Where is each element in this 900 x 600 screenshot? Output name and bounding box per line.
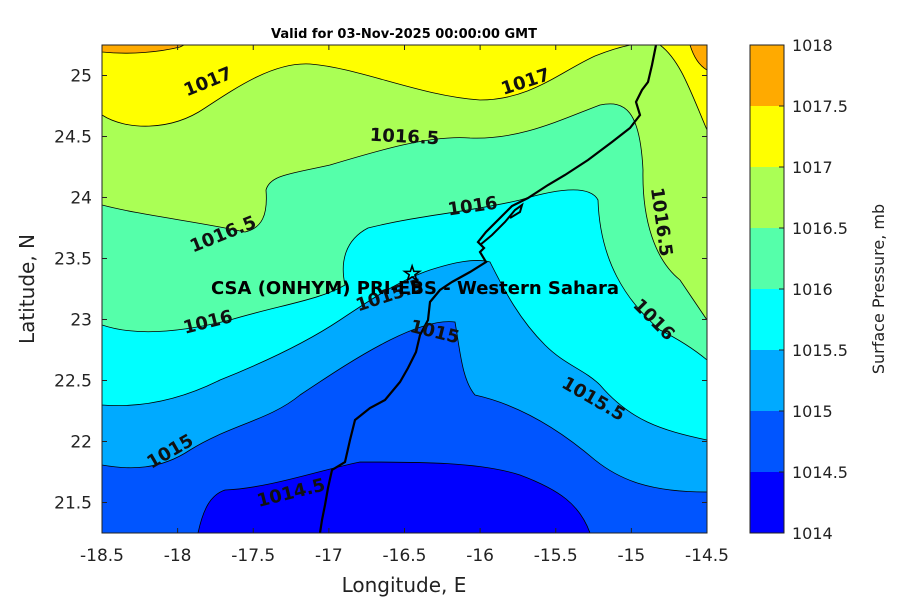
colorbar-tick-label: 1018 xyxy=(792,36,833,55)
map-title: Valid for 03-Nov-2025 00:00:00 GMT xyxy=(271,27,537,42)
y-tick-label: 22.5 xyxy=(54,372,92,392)
x-tick-label: -16 xyxy=(466,546,494,566)
band-1014 xyxy=(197,461,591,533)
colorbar-band xyxy=(750,472,784,533)
x-tick-label: -15 xyxy=(617,546,645,566)
x-axis: -18.5 -18 -17.5 -17 -16.5 -16 -15.5 -15 -14.5 xyxy=(80,45,729,566)
colorbar-tick-label: 1015.5 xyxy=(792,341,848,360)
star-icon: ☆ xyxy=(402,262,422,287)
colorbar-band xyxy=(750,350,784,411)
colorbar-tick-label: 1015 xyxy=(792,402,833,421)
y-axis: 21.5 22 22.5 23 23.5 24 24.5 25 xyxy=(54,67,707,514)
contour-label: 1016.5 xyxy=(369,125,439,150)
y-tick-label: 23.5 xyxy=(54,250,92,270)
y-tick-label: 24.5 xyxy=(54,128,92,148)
colorbar-tick-label: 1014.5 xyxy=(792,463,848,482)
pressure-field xyxy=(102,45,707,533)
y-axis-label: Latitude, N xyxy=(15,234,39,344)
x-tick-label: -14.5 xyxy=(685,546,729,566)
y-tick-label: 23 xyxy=(70,311,92,331)
y-tick-label: 24 xyxy=(70,189,92,209)
band-1014-5 xyxy=(102,321,707,533)
x-tick-label: -18 xyxy=(164,546,192,566)
colorbar-tick-label: 1017.5 xyxy=(792,97,848,116)
band-1017-5 xyxy=(102,45,185,54)
x-axis-label: Longitude, E xyxy=(342,573,467,597)
x-tick-label: -15.5 xyxy=(534,546,578,566)
y-tick-label: 25 xyxy=(70,67,92,87)
station-label: CSA (ONHYM) PRI-EBS - Western Sahara xyxy=(211,278,619,299)
colorbar: 1014 1014.5 1015 1015.5 1016 1016.5 1017 1017.5… xyxy=(749,36,848,543)
colorbar-band xyxy=(750,167,784,228)
y-tick-label: 21.5 xyxy=(54,494,92,514)
colorbar-tick-label: 1014 xyxy=(792,524,833,543)
colorbar-band xyxy=(750,289,784,350)
x-tick-label: -17.5 xyxy=(231,546,275,566)
colorbar-band xyxy=(750,45,784,106)
coastline xyxy=(318,45,658,533)
colorbar-tick-label: 1016.5 xyxy=(792,219,848,238)
colorbar-band xyxy=(750,228,784,289)
colorbar-tick-label: 1016 xyxy=(792,280,833,299)
y-tick-label: 22 xyxy=(70,433,92,453)
colorbar-label: Surface Pressure, mb xyxy=(869,204,888,374)
x-tick-label: -18.5 xyxy=(80,546,124,566)
colorbar-band xyxy=(750,411,784,472)
colorbar-band xyxy=(750,106,784,167)
x-tick-label: -16.5 xyxy=(383,546,427,566)
colorbar-tick-label: 1017 xyxy=(792,158,833,177)
dakhla-peninsula xyxy=(479,202,524,246)
x-tick-label: -17 xyxy=(315,546,343,566)
station-group: ☆ CSA (ONHYM) PRI-EBS - Western Sahara xyxy=(211,261,619,299)
band-1017-5b xyxy=(689,45,707,71)
